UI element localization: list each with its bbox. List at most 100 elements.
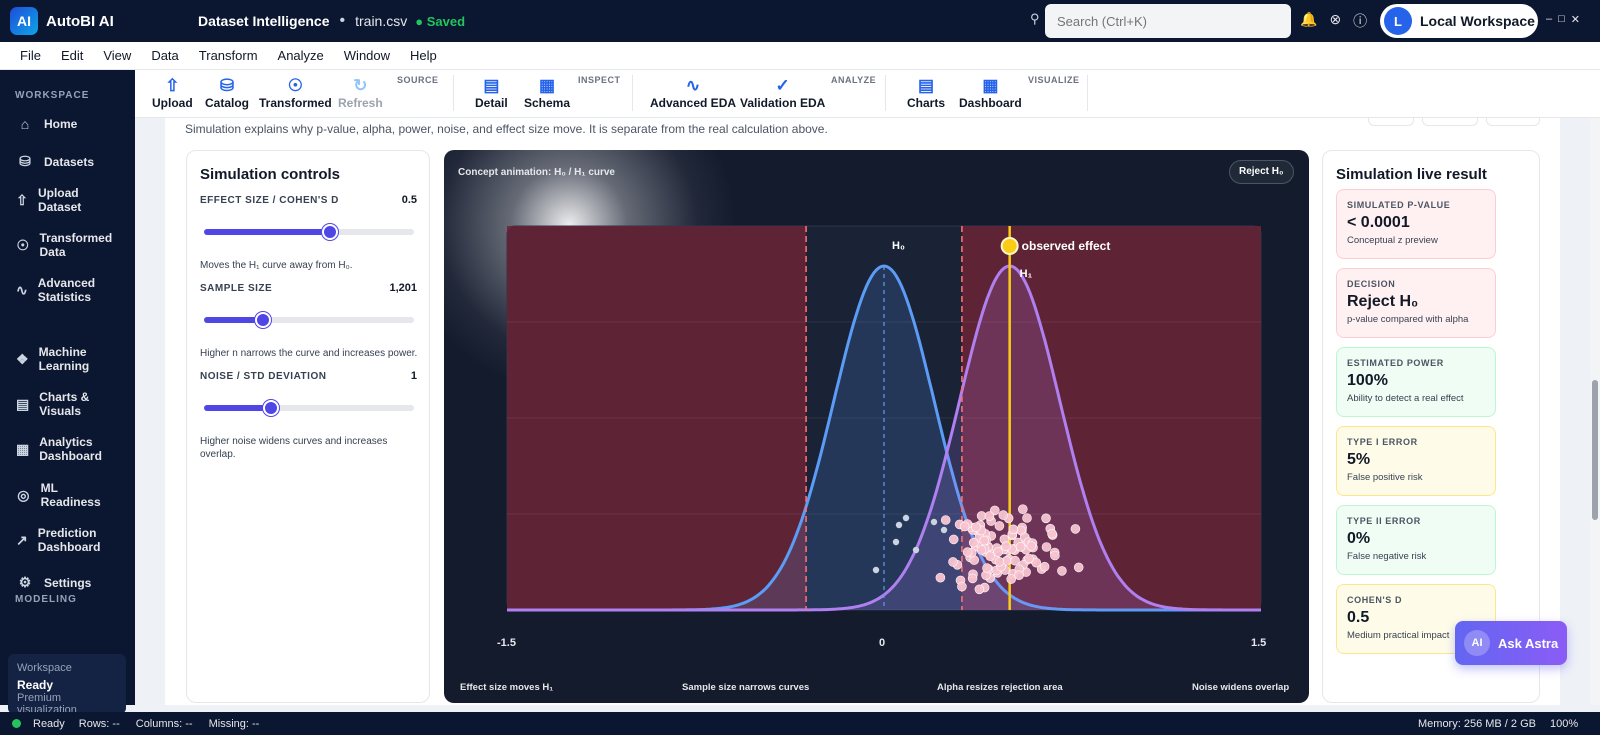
sample-point	[1022, 513, 1032, 523]
minimize-icon[interactable]: –	[1546, 13, 1553, 25]
status-card-sub: Premium visualization	[17, 692, 77, 714]
slider-handle[interactable]	[263, 400, 280, 416]
top-action-button[interactable]	[1368, 118, 1414, 126]
sample-point	[940, 526, 948, 534]
distribution-plot: H₀ H₁ observed effect	[506, 225, 1262, 612]
chart-title: Concept animation: H₀ / H₁ curve	[458, 167, 615, 178]
titlebar-icons: 🔔 ⊗ ⓘ	[1300, 11, 1367, 31]
menu-help[interactable]: Help	[410, 48, 437, 63]
result-card-key: SIMULATED P-VALUE	[1347, 200, 1451, 210]
result-card: ESTIMATED POWER 100% Ability to detect a r…	[1336, 347, 1496, 417]
sidebar-item-statistics[interactable]: ∿ Advanced Statistics	[16, 276, 106, 304]
top-action-button[interactable]	[1486, 118, 1540, 126]
slider-fill	[204, 317, 263, 323]
slider-handle[interactable]	[322, 224, 338, 240]
search-icon[interactable]: ⚲	[1030, 11, 1040, 26]
h1-label: H₁	[1020, 268, 1033, 280]
transformed-label: Transformed	[259, 96, 332, 110]
simulation-intro: Simulation explains why p-value, alpha, …	[185, 122, 828, 136]
sample-size-label: SAMPLE SIZE	[200, 283, 273, 294]
menu-view[interactable]: View	[103, 48, 132, 63]
catalog-button[interactable]: ⛁ Catalog	[205, 76, 249, 110]
effect-size-slider[interactable]	[204, 224, 414, 240]
observed-effect-label: observed effect	[1022, 239, 1111, 253]
sidebar-item-dashboard[interactable]: ▦ Analytics Dashboard	[16, 435, 116, 463]
maximize-icon[interactable]: □	[1558, 13, 1565, 25]
sample-point	[1073, 562, 1084, 573]
sidebar-item-ml[interactable]: ❖ Machine Learning	[16, 345, 106, 373]
dashboard-label: Dashboard	[959, 96, 1022, 110]
group-source: SOURCE	[397, 75, 439, 85]
menu-analyze[interactable]: Analyze	[277, 48, 324, 63]
transformed-button[interactable]: ☉ Transformed	[259, 76, 332, 110]
sidebar-item-prediction[interactable]: ↗ Prediction Dashboard	[16, 526, 116, 554]
detail-button[interactable]: ▤ Detail	[475, 76, 508, 110]
x-tick-label: -1.5	[497, 637, 516, 649]
validation-eda-button[interactable]: ✓ Validation EDA	[740, 76, 825, 110]
sample-point	[948, 534, 959, 545]
sample-point	[985, 551, 996, 562]
refresh-button[interactable]: ↻ Refresh	[338, 76, 383, 110]
sample-point	[1014, 570, 1024, 581]
charts-button[interactable]: ▤ Charts	[907, 76, 945, 110]
status-zoom: 100%	[1550, 717, 1579, 730]
sidebar-item-label: Datasets	[44, 154, 95, 169]
menu-transform[interactable]: Transform	[198, 48, 258, 63]
effect-size-hint: Moves the H₁ curve away from H₀.	[200, 260, 353, 271]
sidebar-item-upload[interactable]: ⇧ Upload Dataset	[16, 186, 96, 214]
transform-icon: ☉	[16, 236, 30, 253]
result-card: DECISION Reject H₀ p-value compared with a…	[1336, 268, 1496, 338]
close-icon[interactable]: ✕	[1570, 14, 1580, 26]
slider-handle[interactable]	[254, 312, 271, 328]
bell-icon[interactable]: 🔔	[1300, 11, 1318, 27]
check-icon: ✓	[775, 76, 790, 95]
advanced-eda-label: Advanced EDA	[650, 96, 737, 110]
top-action-button[interactable]	[1422, 118, 1478, 126]
share-icon[interactable]: ⊗	[1329, 11, 1342, 27]
scrollbar-thumb[interactable]	[1592, 380, 1598, 520]
menu-file[interactable]: File	[20, 48, 41, 63]
dashboard-button[interactable]: ▦ Dashboard	[959, 76, 1022, 110]
sample-size-slider[interactable]	[204, 312, 414, 328]
help-icon[interactable]: ⓘ	[1353, 13, 1368, 29]
file-name: train.csv	[355, 13, 408, 29]
ribbon-divider	[1087, 75, 1088, 111]
result-card-sub: Conceptual z preview	[1347, 235, 1438, 246]
sample-point	[895, 521, 903, 529]
menu-edit[interactable]: Edit	[60, 48, 84, 63]
sidebar-item-home[interactable]: ⌂ Home	[16, 116, 78, 132]
sidebar-item-settings[interactable]: ⚙ Settings	[16, 574, 92, 591]
sample-point	[872, 566, 880, 574]
menu-data[interactable]: Data	[151, 48, 179, 63]
sidebar-item-readiness[interactable]: ◎ ML Readiness	[16, 481, 106, 509]
scrollbar[interactable]	[1590, 118, 1600, 705]
advanced-eda-button[interactable]: ∿ Advanced EDA	[650, 76, 736, 110]
sidebar-section-workspace: WORKSPACE	[15, 90, 90, 101]
menu-bar: File Edit View Data Transform Analyze Wi…	[0, 42, 1600, 70]
transform-icon: ☉	[287, 76, 303, 95]
status-state: Ready	[33, 717, 65, 730]
sample-point	[1015, 541, 1026, 552]
sample-point	[982, 563, 992, 573]
refresh-icon: ↻	[353, 76, 368, 95]
status-missing: Missing: --	[208, 717, 260, 730]
sample-point	[962, 547, 973, 557]
sidebar-item-charts[interactable]: ▤ Charts & Visuals	[16, 390, 106, 418]
status-memory: Memory: 256 MB / 2 GB	[1418, 717, 1536, 730]
ask-astra-button[interactable]: AI Ask Astra	[1455, 621, 1567, 665]
workspace-button[interactable]: L Local Workspace	[1380, 4, 1538, 38]
upload-button[interactable]: ⇧ Upload	[152, 76, 193, 110]
schema-button[interactable]: ▦ Schema	[524, 76, 570, 110]
sample-point	[998, 510, 1009, 520]
result-card-key: DECISION	[1347, 279, 1396, 289]
pulse-icon: ∿	[685, 76, 701, 95]
trend-icon: ↗	[16, 531, 28, 548]
sidebar-item-label: Settings	[44, 575, 92, 590]
sidebar-item-transformed[interactable]: ☉ Transformed Data	[16, 231, 116, 259]
sidebar-item-datasets[interactable]: ⛁ Datasets	[16, 153, 94, 170]
menu-window[interactable]: Window	[343, 48, 391, 63]
noise-slider[interactable]	[204, 400, 414, 416]
sample-point	[948, 557, 958, 567]
sample-point	[1039, 561, 1050, 572]
search-input[interactable]	[1045, 4, 1291, 38]
